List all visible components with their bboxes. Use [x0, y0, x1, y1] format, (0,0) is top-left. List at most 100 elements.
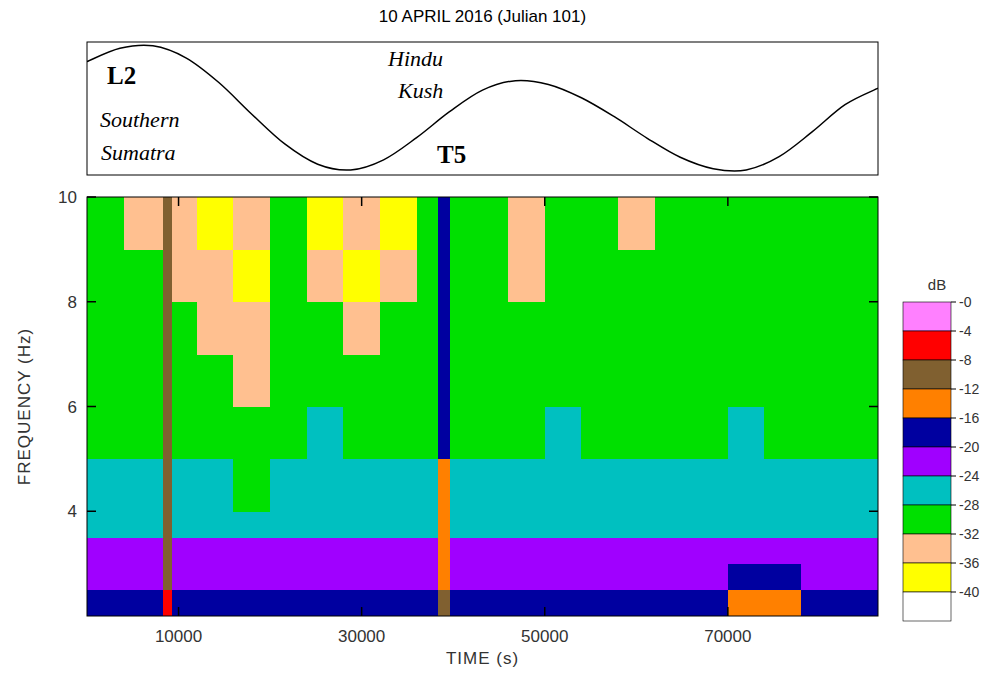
cell [728, 511, 765, 538]
x-tick [361, 607, 363, 616]
colorbar-tick [951, 476, 956, 477]
cell [307, 537, 344, 564]
cell [838, 197, 878, 250]
cell [728, 302, 765, 355]
cell [124, 511, 164, 538]
cell [508, 590, 545, 616]
cell [545, 197, 582, 250]
cell [618, 590, 655, 616]
cell [307, 564, 344, 591]
y-tick [869, 406, 878, 408]
cell [581, 354, 618, 407]
cell [343, 407, 380, 460]
cell [438, 354, 451, 407]
cell [417, 302, 439, 355]
cell [801, 511, 838, 538]
cell [655, 197, 692, 250]
annotation-description: Southern [100, 107, 179, 132]
cell [618, 459, 655, 512]
cell [450, 459, 473, 512]
tide-group [87, 45, 878, 171]
cell [233, 302, 270, 355]
cell [655, 537, 692, 564]
x-tick [544, 197, 546, 206]
cell [801, 564, 838, 591]
colorbar-box [903, 476, 951, 505]
cell [450, 302, 473, 355]
annotation-label: L2 [107, 62, 136, 89]
cell [764, 459, 801, 512]
colorbar-tick-label: -12 [959, 381, 979, 397]
cell [545, 590, 582, 616]
y-tick [869, 196, 878, 198]
cell [87, 564, 124, 591]
cell [472, 407, 509, 460]
cell [343, 537, 380, 564]
cell [270, 590, 307, 616]
cell [172, 249, 197, 302]
colorbar-box [903, 331, 951, 360]
colorbar-tick [951, 302, 956, 303]
cell [233, 197, 270, 250]
cell [124, 407, 164, 460]
x-tick-label: 50000 [521, 627, 568, 646]
cell [163, 564, 173, 591]
cell [417, 407, 439, 460]
cell [87, 249, 124, 302]
cell [197, 407, 234, 460]
cell [545, 249, 582, 302]
cell [87, 590, 124, 616]
cell [270, 511, 307, 538]
cell [801, 249, 838, 302]
cell [197, 249, 234, 302]
cell [655, 354, 692, 407]
chart: 10 APRIL 2016 (Julian 101)10000300005000… [0, 0, 997, 676]
cell [508, 459, 545, 512]
cell [472, 459, 509, 512]
cell [801, 354, 838, 407]
cell [438, 511, 451, 538]
colorbar-tick-label: -28 [959, 497, 979, 513]
cell [87, 407, 124, 460]
cell [450, 354, 473, 407]
cell [197, 537, 234, 564]
cell [87, 197, 124, 250]
cell [163, 354, 173, 407]
cell [380, 249, 417, 302]
cell [581, 407, 618, 460]
cell [307, 249, 344, 302]
cell [438, 564, 451, 591]
y-tick [87, 406, 96, 408]
y-axis-title: FREQUENCY (Hz) [15, 328, 34, 485]
cell [618, 564, 655, 591]
cell [655, 407, 692, 460]
colorbar-tick-label: -24 [959, 468, 979, 484]
cell [438, 197, 451, 250]
cell [728, 249, 765, 302]
cell [581, 197, 618, 250]
cell [233, 537, 270, 564]
cell [655, 302, 692, 355]
cell [343, 354, 380, 407]
cell [307, 197, 344, 250]
cell [472, 537, 509, 564]
x-tick [727, 197, 729, 206]
cell [545, 302, 582, 355]
colorbar-box [903, 447, 951, 476]
cell [172, 197, 197, 250]
cell [450, 564, 473, 591]
y-tick [87, 301, 96, 303]
cell [197, 354, 234, 407]
cell [450, 249, 473, 302]
cell [472, 302, 509, 355]
colorbar-box [903, 534, 951, 563]
cell [728, 590, 765, 616]
cell [838, 407, 878, 460]
cell [87, 302, 124, 355]
cell [172, 407, 197, 460]
cell [838, 354, 878, 407]
cell [233, 249, 270, 302]
cell [838, 511, 878, 538]
cell [838, 564, 878, 591]
cell [172, 537, 197, 564]
